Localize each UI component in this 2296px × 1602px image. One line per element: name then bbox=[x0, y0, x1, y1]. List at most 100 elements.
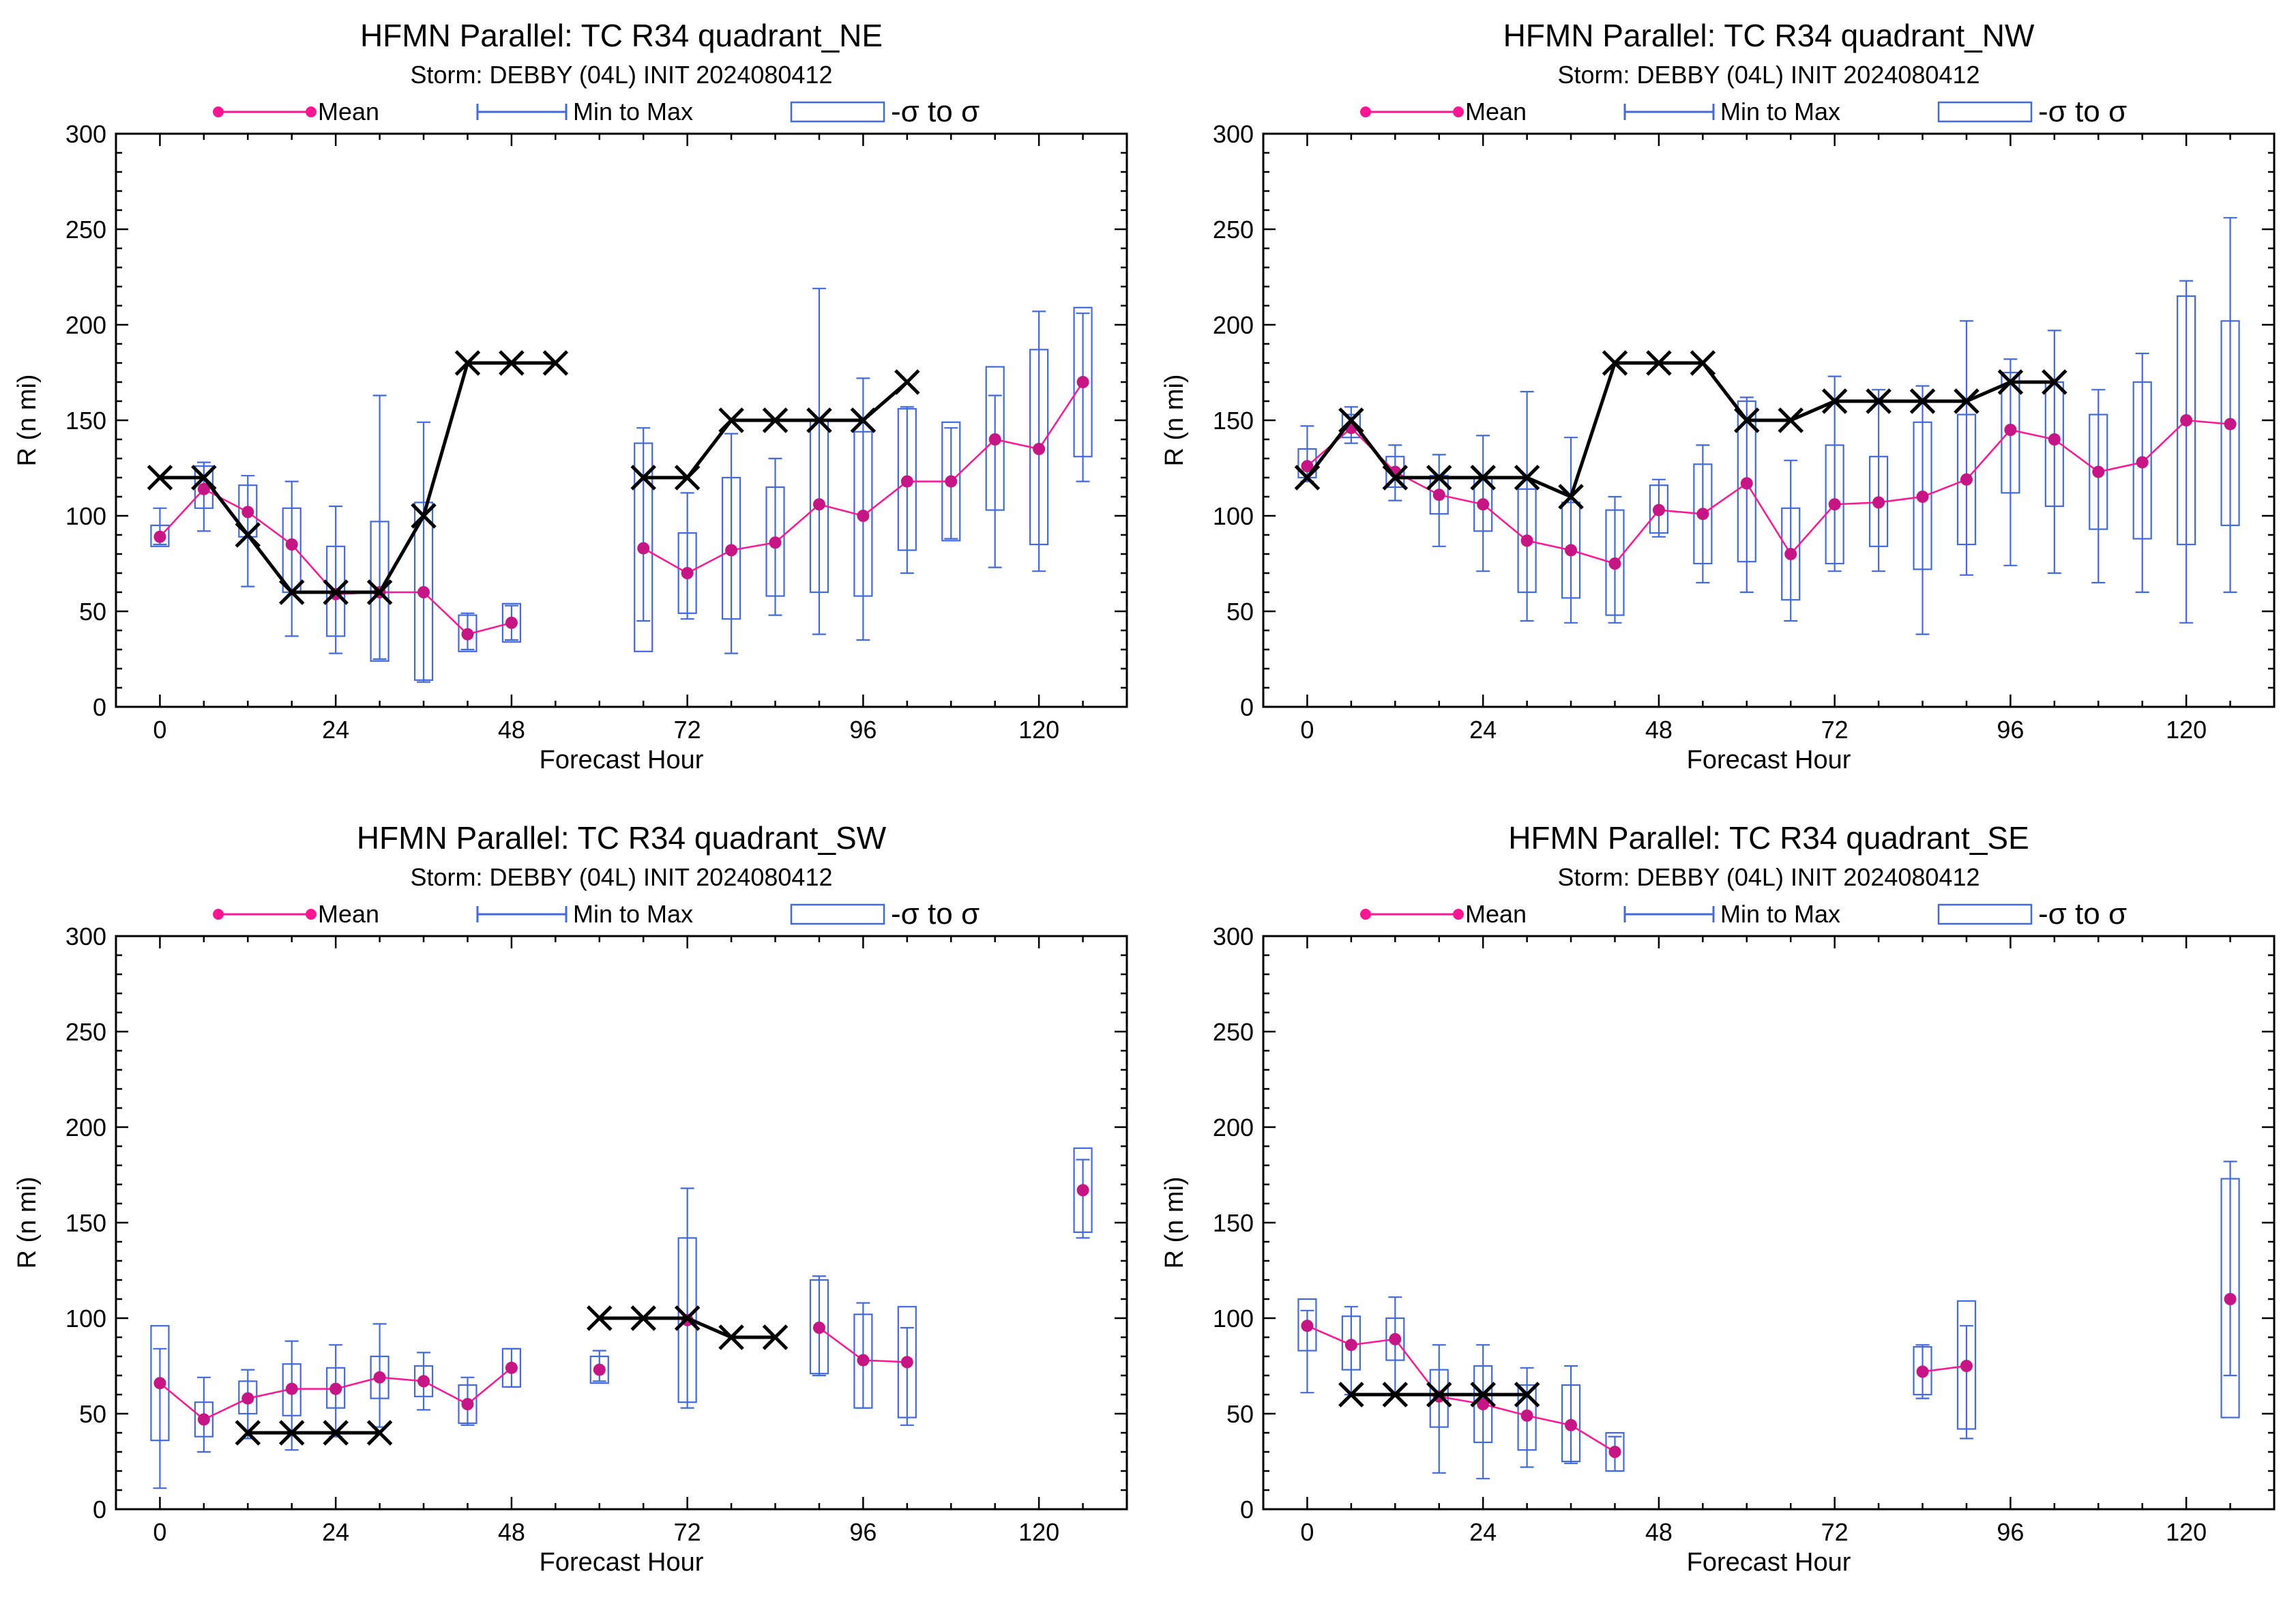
mean-point bbox=[900, 475, 913, 488]
stat-group bbox=[1956, 1300, 1977, 1440]
y-tick-label: 150 bbox=[1213, 407, 1254, 435]
mean-point bbox=[1608, 557, 1621, 570]
x-tick-label: 72 bbox=[674, 1518, 701, 1546]
best-track-marker bbox=[147, 465, 173, 491]
best-track-marker bbox=[542, 350, 569, 376]
best-track-marker bbox=[806, 407, 832, 433]
mean-point bbox=[769, 536, 782, 549]
stat-group bbox=[1385, 1296, 1405, 1396]
y-tick-label: 0 bbox=[93, 693, 106, 721]
mean-point bbox=[812, 498, 825, 511]
best-track-x-stroke-2 bbox=[1514, 1382, 1540, 1408]
mean-point bbox=[1344, 1339, 1357, 1352]
best-track-x-stroke-2 bbox=[1514, 465, 1540, 491]
mean-point bbox=[1916, 491, 1929, 503]
stat-group bbox=[2132, 352, 2152, 594]
x-tick-label: 24 bbox=[322, 1518, 349, 1546]
x-tick-label: 48 bbox=[498, 1518, 525, 1546]
x-axis-label: Forecast Hour bbox=[540, 1548, 704, 1577]
best-track-marker bbox=[1734, 407, 1760, 433]
best-track-marker bbox=[1821, 388, 1848, 414]
mean-point bbox=[1301, 460, 1314, 473]
mean-point bbox=[1520, 1409, 1533, 1422]
legend: Mean Min to Max -σ to σ bbox=[1360, 897, 2127, 931]
best-track-marker bbox=[235, 1420, 261, 1446]
best-track-x-stroke-2 bbox=[1470, 465, 1496, 491]
y-tick-label: 250 bbox=[1213, 216, 1254, 244]
legend-mean-marker-end bbox=[306, 106, 317, 117]
x-tick-label: 120 bbox=[1018, 716, 1059, 744]
best-track-marker bbox=[323, 1420, 349, 1446]
best-track-marker bbox=[1866, 388, 1892, 414]
best-track-line bbox=[1306, 361, 2055, 499]
y-tick-label: 150 bbox=[65, 1209, 106, 1237]
best-track-marker bbox=[1909, 388, 1936, 414]
best-track-marker bbox=[1382, 1382, 1409, 1408]
legend: Mean Min to Max -σ to σ bbox=[213, 95, 980, 128]
x-tick-label: 120 bbox=[2166, 716, 2207, 744]
mean-point bbox=[1696, 508, 1709, 521]
x-tick-label: 120 bbox=[2166, 1518, 2207, 1546]
stat-group bbox=[2001, 358, 2020, 566]
y-tick-label: 50 bbox=[79, 1400, 106, 1428]
y-tick-label: 200 bbox=[1213, 1113, 1254, 1141]
mean-line bbox=[1306, 419, 2231, 565]
x-tick-label: 96 bbox=[849, 716, 877, 744]
mean-point bbox=[2136, 456, 2149, 469]
best-track-marker bbox=[191, 465, 217, 491]
best-track-x-stroke-2 bbox=[366, 579, 393, 605]
legend-range-label: Min to Max bbox=[1720, 98, 1840, 126]
legend: Mean Min to Max -σ to σ bbox=[213, 897, 980, 931]
best-track-marker bbox=[1690, 350, 1716, 376]
legend-mean-label: Mean bbox=[318, 98, 379, 126]
chart-subtitle: Storm: DEBBY (04L) INIT 2024080412 bbox=[1557, 61, 1979, 89]
x-tick-label: 0 bbox=[153, 1518, 166, 1546]
mean-point bbox=[2224, 1293, 2237, 1305]
stat-group bbox=[677, 1187, 697, 1409]
x-tick-label: 96 bbox=[849, 1518, 877, 1546]
best-track-x-stroke-2 bbox=[323, 1420, 349, 1446]
best-track-x-stroke-2 bbox=[1778, 407, 1804, 433]
best-track-x-stroke-2 bbox=[454, 350, 481, 376]
legend-range-label: Min to Max bbox=[1720, 900, 1840, 928]
stat-group bbox=[1737, 396, 1756, 594]
best-track-x-stroke-2 bbox=[718, 407, 744, 433]
mean-point bbox=[1916, 1365, 1929, 1378]
best-track-marker bbox=[1426, 465, 1452, 491]
y-tick-label: 250 bbox=[65, 216, 106, 244]
best-track-x-stroke-2 bbox=[1954, 388, 1979, 414]
mean-point bbox=[1608, 1446, 1621, 1458]
mean-point bbox=[1565, 1418, 1578, 1431]
best-track-x-stroke-2 bbox=[1338, 1382, 1364, 1408]
mean-point bbox=[1033, 443, 1046, 455]
x-tick-label: 48 bbox=[1645, 1518, 1673, 1546]
stat-group bbox=[897, 406, 917, 574]
mean-point bbox=[505, 616, 518, 629]
best-track-marker bbox=[323, 579, 349, 605]
mean-point bbox=[1960, 1360, 1973, 1372]
best-track-marker bbox=[1382, 465, 1409, 491]
stat-group bbox=[1956, 320, 1977, 576]
best-track-x-stroke-2 bbox=[1602, 350, 1628, 376]
legend-sigma-box bbox=[1937, 903, 2033, 925]
mean-point bbox=[593, 1363, 606, 1376]
mean-point bbox=[1828, 498, 1841, 511]
y-tick-label: 250 bbox=[65, 1018, 106, 1046]
x-axis-label: Forecast Hour bbox=[1687, 1548, 1851, 1577]
mean-point bbox=[373, 1371, 386, 1384]
best-track-x-stroke-2 bbox=[1690, 350, 1716, 376]
x-tick-label: 24 bbox=[1469, 1518, 1497, 1546]
best-track-marker bbox=[762, 407, 789, 433]
y-tick-label: 150 bbox=[1213, 1209, 1254, 1237]
legend-mean-label: Mean bbox=[1465, 900, 1527, 928]
best-track-marker bbox=[454, 350, 481, 376]
mean-point bbox=[637, 542, 650, 555]
mean-point bbox=[1389, 1332, 1402, 1345]
sigma-box bbox=[501, 602, 522, 643]
x-tick-label: 0 bbox=[153, 716, 166, 744]
chart-title: HFMN Parallel: TC R34 quadrant_NE bbox=[360, 18, 883, 53]
legend-mean-marker-end bbox=[306, 909, 317, 920]
stat-group bbox=[985, 366, 1005, 568]
best-track-x-stroke-2 bbox=[630, 465, 656, 491]
best-track-x-stroke-2 bbox=[1866, 388, 1892, 414]
